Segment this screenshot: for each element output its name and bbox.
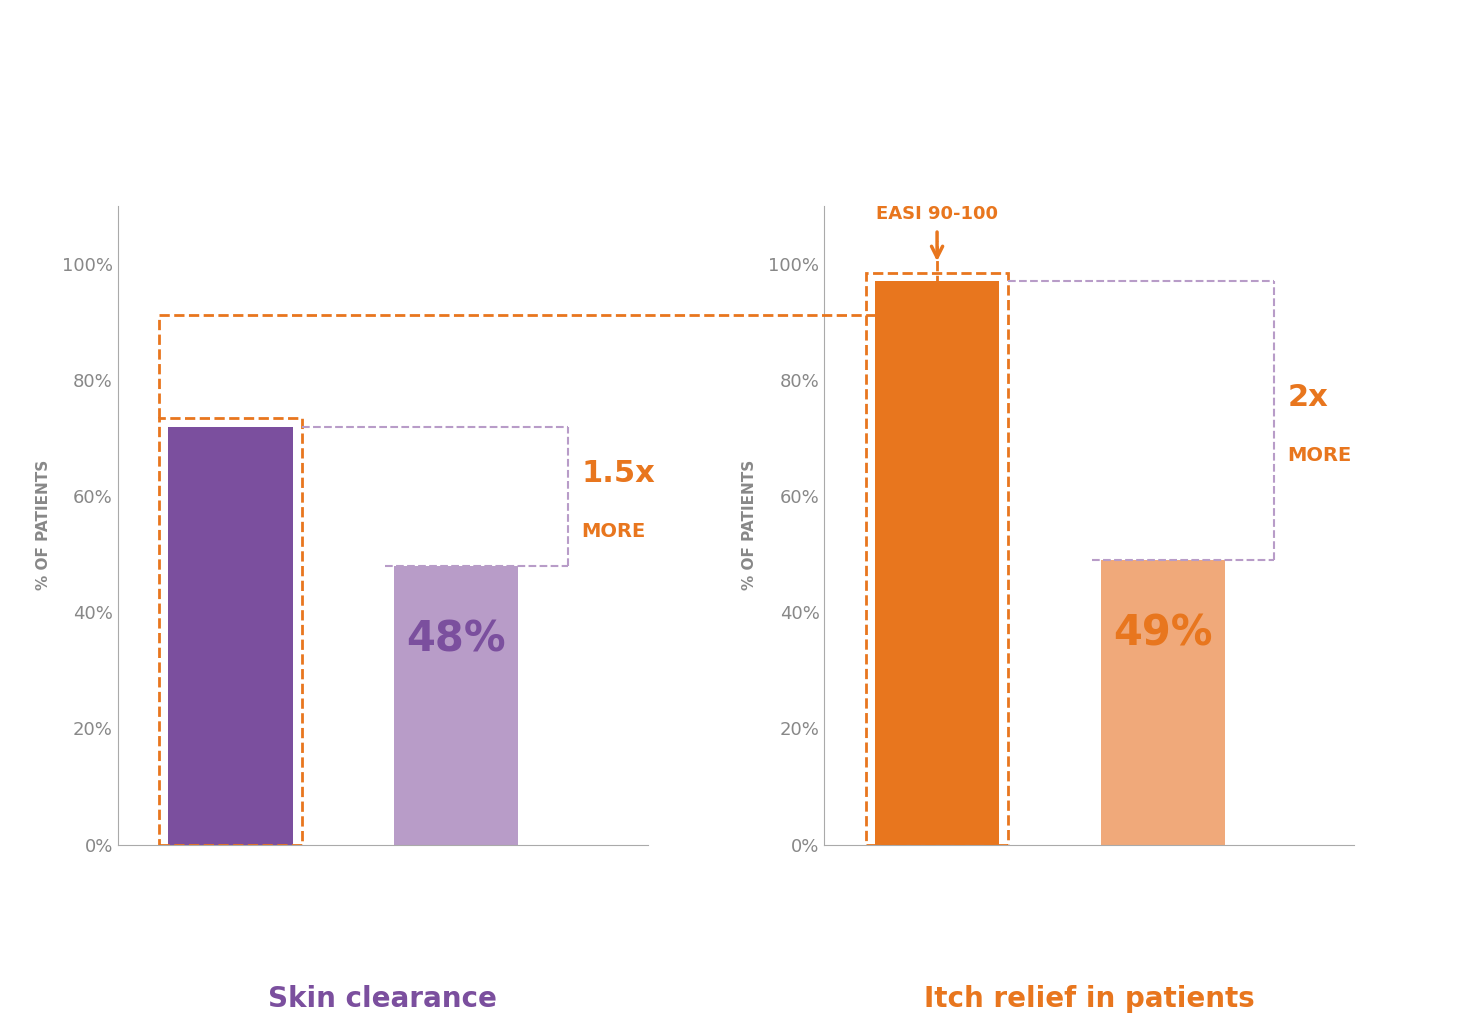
- Y-axis label: % OF PATIENTS: % OF PATIENTS: [742, 460, 758, 590]
- Text: 48%: 48%: [406, 618, 506, 660]
- Text: 97%: 97%: [888, 334, 986, 376]
- Text: EASI 90-100: EASI 90-100: [876, 205, 998, 224]
- Y-axis label: % OF PATIENTS: % OF PATIENTS: [35, 460, 52, 590]
- Text: 72%: 72%: [181, 479, 280, 521]
- Text: 49%: 49%: [1113, 613, 1213, 654]
- Text: Skin clearance: Skin clearance: [268, 985, 498, 1014]
- Bar: [866, 273, 1008, 845]
- Bar: [1101, 560, 1225, 845]
- Text: Itch relief in patients: Itch relief in patients: [924, 985, 1254, 1014]
- Text: 1.5x: 1.5x: [581, 458, 655, 487]
- Text: 2x: 2x: [1288, 383, 1328, 412]
- Bar: [168, 426, 293, 845]
- Bar: [159, 418, 302, 845]
- Text: MORE: MORE: [1288, 446, 1351, 466]
- Bar: [394, 565, 518, 845]
- Text: MORE: MORE: [581, 521, 645, 541]
- Bar: [874, 281, 999, 845]
